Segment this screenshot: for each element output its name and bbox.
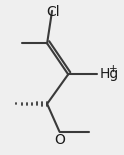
Text: +: + <box>109 64 118 74</box>
Text: Hg: Hg <box>99 67 118 81</box>
Text: O: O <box>54 133 65 147</box>
Text: Cl: Cl <box>46 5 60 19</box>
